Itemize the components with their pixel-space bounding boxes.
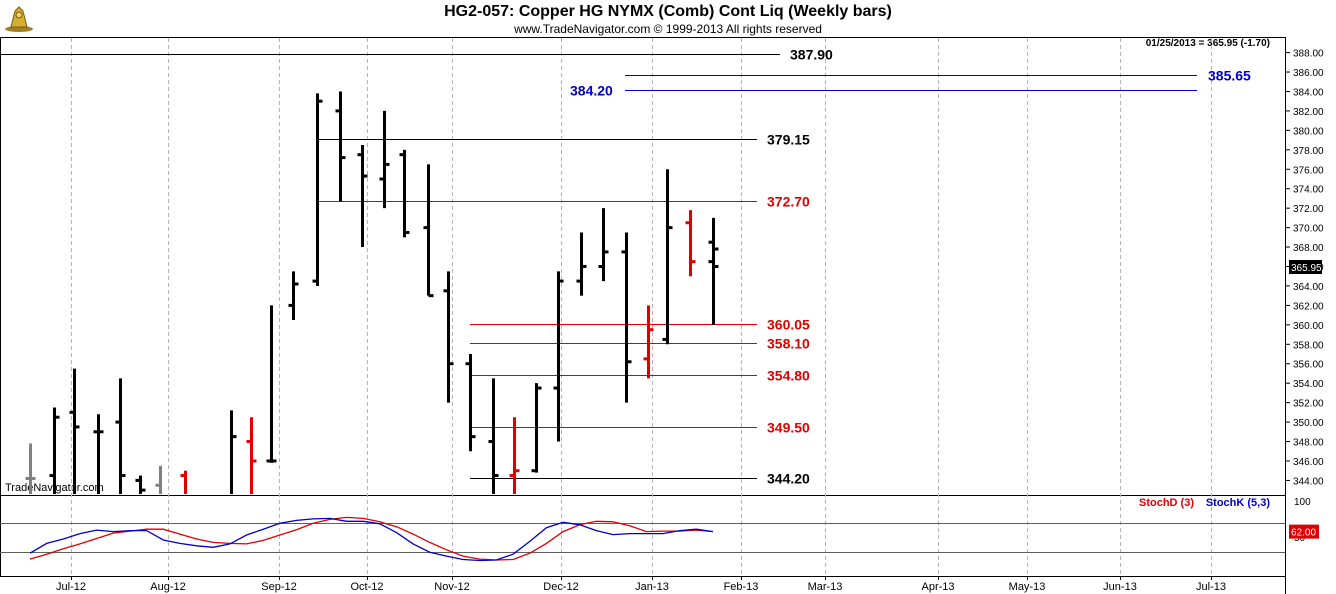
y-tick-label: 372.00	[1293, 204, 1324, 215]
y-tick-label: 368.00	[1293, 243, 1324, 254]
y-tick-label: 378.00	[1293, 146, 1324, 157]
level-label: 354.80	[767, 368, 810, 384]
y-tick-label: 360.00	[1293, 321, 1324, 332]
y-tick-label: 376.00	[1293, 165, 1324, 176]
stoch-y-tick-label: 50	[1294, 533, 1306, 544]
y-tick-label: 348.00	[1293, 438, 1324, 449]
y-tick-label: 352.00	[1293, 399, 1324, 410]
x-tick-label: Dec-12	[543, 581, 578, 593]
stoch-plot-frame	[0, 495, 1286, 577]
level-label: 358.10	[767, 336, 810, 352]
x-tick-label: Oct-12	[350, 581, 383, 593]
y-tick-label: 370.00	[1293, 224, 1324, 235]
legend-stochd: StochD (3)	[1139, 497, 1194, 509]
y-tick-label: 364.00	[1293, 282, 1324, 293]
watermark-text: TradeNavigator.com	[5, 482, 104, 494]
stoch-y-tick-label: 100	[1294, 497, 1311, 508]
stoch-series-line	[29, 516, 714, 561]
x-tick-label: Nov-12	[434, 581, 469, 593]
x-tick-label: Sep-12	[261, 581, 296, 593]
stoch-last-value-label: 62.00	[1291, 528, 1316, 539]
y-tick-label: 354.00	[1293, 379, 1324, 390]
level-label: 379.15	[767, 132, 810, 148]
y-tick-label: 386.00	[1293, 68, 1324, 79]
x-tick-label: Apr-13	[921, 581, 954, 593]
level-label: 344.20	[767, 471, 810, 487]
y-tick-label: 346.00	[1293, 457, 1324, 468]
last-price-box	[1289, 259, 1322, 274]
main-plot-frame	[0, 37, 1286, 496]
level-label: 384.20	[570, 83, 613, 99]
last-quote-text: 01/25/2013 = 365.95 (-1.70)	[1146, 38, 1270, 49]
x-tick-label: Jun-13	[1103, 581, 1137, 593]
legend-stochk: StochK (5,3)	[1206, 497, 1271, 509]
x-tick-label: Mar-13	[808, 581, 843, 593]
y-tick-label: 350.00	[1293, 418, 1324, 429]
copyright-text: www.TradeNavigator.com © 1999-2013 All r…	[514, 22, 822, 36]
level-label: 372.70	[767, 194, 810, 210]
y-tick-label: 380.00	[1293, 126, 1324, 137]
y-tick-label: 362.00	[1293, 301, 1324, 312]
level-label: 385.65	[1208, 68, 1251, 84]
x-tick-label: May-13	[1009, 581, 1046, 593]
stoch-last-value-box	[1289, 524, 1319, 539]
y-tick-label: 366.00	[1293, 263, 1324, 274]
trade-navigator-logo-icon	[3, 3, 35, 33]
chart-title: HG2-057: Copper HG NYMX (Comb) Cont Liq …	[444, 3, 892, 20]
x-tick-label: Jul-13	[1196, 581, 1226, 593]
level-label: 360.05	[767, 317, 810, 333]
y-tick-label: 344.00	[1293, 476, 1324, 487]
y-tick-label: 388.00	[1293, 49, 1324, 60]
x-tick-label: Aug-12	[150, 581, 185, 593]
level-label: 387.90	[790, 47, 833, 63]
last-price-label: 365.95	[1291, 263, 1322, 274]
y-tick-label: 356.00	[1293, 360, 1324, 371]
y-tick-label: 358.00	[1293, 340, 1324, 351]
stoch-series-line	[29, 517, 714, 562]
y-tick-label: 384.00	[1293, 87, 1324, 98]
x-tick-label: Jul-12	[56, 581, 86, 593]
x-tick-label: Feb-13	[724, 581, 759, 593]
level-label: 349.50	[767, 420, 810, 436]
y-tick-label: 374.00	[1293, 185, 1324, 196]
y-tick-label: 382.00	[1293, 107, 1324, 118]
x-tick-label: Jan-13	[635, 581, 669, 593]
